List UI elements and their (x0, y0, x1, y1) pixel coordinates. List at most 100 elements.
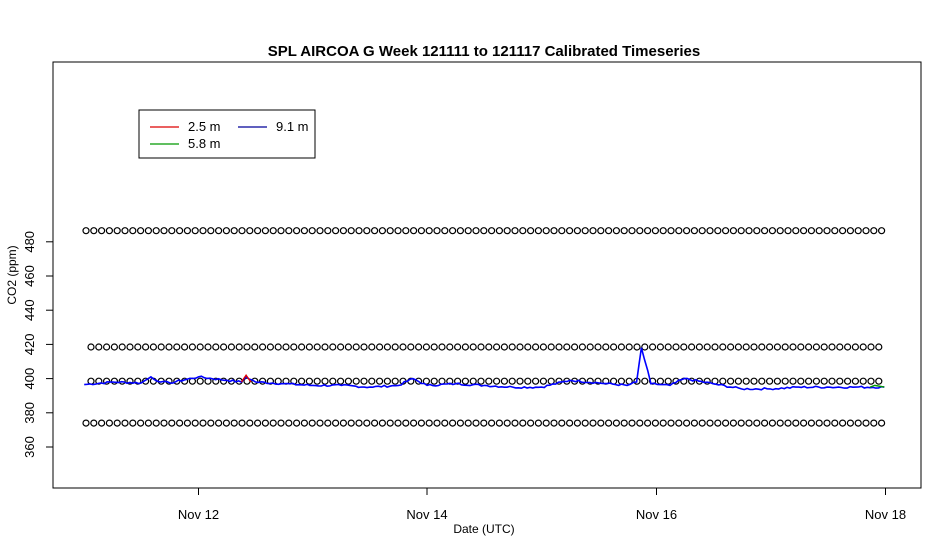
reference-marker (581, 227, 589, 235)
reference-marker (877, 227, 886, 235)
reference-marker (261, 227, 269, 235)
reference-marker (797, 377, 805, 385)
reference-marker (472, 227, 480, 235)
y-tick-label: 480 (22, 231, 37, 253)
reference-marker (90, 419, 98, 427)
reference-marker (215, 227, 223, 235)
reference-marker (391, 377, 399, 385)
reference-marker (212, 377, 220, 385)
reference-marker (828, 343, 836, 351)
reference-marker (441, 419, 449, 427)
reference-marker (742, 377, 750, 385)
reference-markers (82, 227, 886, 427)
reference-marker (121, 227, 129, 235)
reference-marker (753, 419, 761, 427)
reference-marker (355, 419, 363, 427)
reference-marker (862, 227, 870, 235)
reference-marker (604, 419, 613, 427)
reference-marker (188, 343, 196, 351)
reference-marker (586, 343, 594, 351)
reference-marker (612, 227, 621, 235)
x-tick-label: Nov 18 (865, 507, 906, 522)
reference-marker (690, 227, 699, 235)
reference-marker (815, 419, 823, 427)
reference-marker (578, 343, 587, 351)
reference-marker (643, 227, 652, 235)
reference-marker (804, 343, 813, 351)
reference-marker (360, 377, 368, 385)
reference-marker (425, 419, 433, 427)
reference-marker (110, 377, 119, 385)
reference-marker (503, 419, 511, 427)
reference-marker (449, 419, 457, 427)
reference-marker (656, 343, 665, 351)
reference-marker (493, 377, 501, 385)
legend-label: 2.5 m (188, 119, 221, 134)
reference-marker (867, 343, 875, 351)
reference-marker (415, 377, 423, 385)
reference-marker (812, 377, 821, 385)
reference-marker (417, 227, 425, 235)
reference-marker (230, 227, 238, 235)
reference-marker (222, 419, 230, 427)
reference-marker (511, 227, 519, 235)
reference-marker (867, 377, 875, 385)
reference-marker (183, 227, 191, 235)
chart-title: SPL AIRCOA G Week 121111 to 121117 Calib… (268, 43, 700, 60)
legend-label: 5.8 m (188, 136, 221, 151)
reference-marker (831, 419, 839, 427)
reference-marker (815, 227, 823, 235)
reference-marker (274, 343, 282, 351)
reference-marker (597, 227, 605, 235)
reference-marker (539, 377, 548, 385)
reference-marker (277, 419, 285, 427)
reference-marker (820, 377, 828, 385)
y-tick-label: 400 (22, 368, 37, 390)
reference-marker (620, 419, 628, 427)
reference-marker (843, 343, 852, 351)
reference-marker (875, 377, 883, 385)
reference-marker (339, 227, 347, 235)
reference-marker (308, 419, 316, 427)
reference-marker (851, 343, 860, 351)
reference-marker (563, 343, 571, 351)
reference-marker (664, 343, 672, 351)
reference-marker (300, 419, 308, 427)
reference-marker (352, 377, 360, 385)
reference-marker (760, 227, 769, 235)
reference-marker (807, 419, 816, 427)
reference-marker (417, 419, 425, 427)
reference-marker (854, 419, 862, 427)
reference-marker (570, 343, 579, 351)
x-axis-label: Date (UTC) (453, 522, 514, 536)
reference-marker (851, 377, 860, 385)
reference-marker (394, 419, 402, 427)
reference-marker (667, 419, 675, 427)
x-tick-label: Nov 14 (406, 507, 447, 522)
reference-marker (823, 419, 831, 427)
reference-marker (714, 419, 722, 427)
reference-marker (300, 227, 308, 235)
reference-marker (196, 377, 204, 385)
reference-marker (620, 227, 628, 235)
reference-marker (425, 227, 433, 235)
reference-marker (269, 227, 277, 235)
reference-marker (220, 343, 228, 351)
reference-marker (332, 419, 340, 427)
reference-marker (82, 227, 90, 235)
reference-marker (449, 227, 457, 235)
reference-marker (410, 419, 418, 427)
reference-marker (183, 419, 191, 427)
reference-marker (729, 227, 738, 235)
reference-marker (680, 343, 688, 351)
reference-marker (675, 227, 683, 235)
reference-marker (789, 343, 797, 351)
reference-marker (836, 343, 844, 351)
series-line-5-8-m (869, 384, 885, 388)
reference-marker (846, 227, 855, 235)
reference-marker (776, 227, 784, 235)
reference-marker (204, 343, 212, 351)
reference-marker (524, 377, 532, 385)
reference-marker (251, 343, 259, 351)
reference-marker (152, 227, 160, 235)
